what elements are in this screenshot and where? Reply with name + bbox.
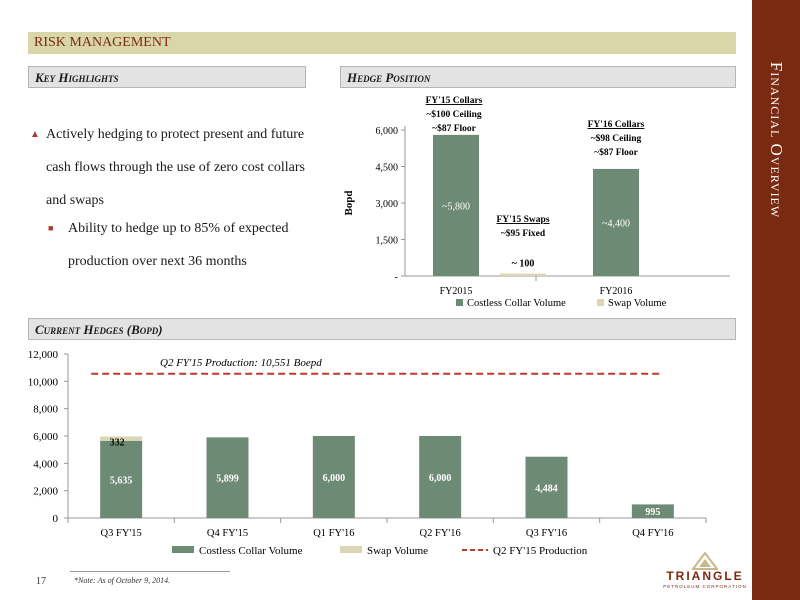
hedge-position-header: Hedge Position [340,66,736,88]
hedge-annotation-line: ~$87 Floor [594,147,639,158]
hedge-legend-swatch [597,299,604,306]
hedge-legend-label: Swap Volume [608,298,667,309]
current-collar-bar [206,437,249,518]
logo-text: TRIANGLE [666,569,744,583]
current-y-tick-label: 6,000 [33,431,58,443]
current-legend-swatch [340,546,362,553]
hedge-annotation-line: FY'15 Swaps [496,215,549,225]
current-collar-bar-label: 5,899 [216,474,239,485]
hedge-legend-swatch [456,299,463,306]
key-highlights-header: Key Highlights [28,66,306,88]
hedge-y-tick-label: 1,500 [376,236,399,247]
current-y-tick-label: 0 [53,513,59,525]
hedge-collar-bar-label: ~4,400 [602,218,630,229]
hedge-y-tick-label: 3,000 [376,199,399,210]
hedge-annotation-line: FY'16 Collars [588,120,645,130]
company-logo: TRIANGLE PETROLEUM CORPORATION [662,552,748,598]
current-collar-bar-label: 6,000 [429,473,452,484]
current-collar-bar [100,440,143,518]
triangle-logo-icon [692,552,718,570]
current-collar-bar [525,456,568,518]
current-collar-bar-label: 4,484 [535,483,558,494]
hedge-annotation-line: ~$100 Ceiling [426,109,482,120]
side-title: Financial Overview [752,0,800,600]
current-hedges-chart: 0 2,000 4,000 6,000 8,000 10,000 12,000 5,635 33… [28,349,707,557]
current-y-tick-label: 4,000 [33,458,58,470]
hedge-position-title: Hedge Position [347,70,431,85]
current-legend-label: Swap Volume [367,545,428,557]
hedge-x-tick-label: FY2016 [600,286,633,297]
current-legend-swatch [172,546,194,553]
current-x-tick-label: Q3 FY'15 [101,528,142,539]
hedge-collar-bar-label: ~5,800 [442,201,470,212]
current-hedges-title: Current Hedges (Bopd) [35,322,163,337]
hedge-collar-bar [433,134,479,276]
hedge-collar-bar [593,168,639,276]
current-y-tick-label: 2,000 [33,486,58,498]
hedge-annotation-line: FY'15 Collars [426,96,483,106]
current-hedges-header: Current Hedges (Bopd) [28,318,736,340]
bullet-text-1: Actively hedging to protect present and … [46,127,305,208]
current-x-tick-label: Q1 FY'16 [313,528,354,539]
hedge-y-axis-label: Bopd [343,190,355,215]
section-banner: RISK MANAGEMENT [28,32,736,54]
hedge-position-chart: - 1,500 3,000 4,500 6,000 Bopd ~5,800 ~4,400 ~ 1… [343,96,730,309]
current-collar-bar-label: 6,000 [323,473,346,484]
current-x-tick-label: Q4 FY'16 [632,528,673,539]
current-swap-bar-label: 332 [110,437,125,448]
current-collar-bar-label: 5,635 [110,475,133,486]
current-y-tick-label: 8,000 [33,404,58,416]
current-collar-bar [631,504,674,518]
footnote: *Note: As of October 9, 2014. [74,576,171,585]
hedge-legend-label: Costless Collar Volume [467,298,566,309]
current-legend-label: Costless Collar Volume [199,545,303,557]
current-collar-bar [419,436,462,518]
current-x-tick-label: Q3 FY'16 [526,528,567,539]
side-title-text: Financial Overview [767,61,786,219]
bullet-item-2: ■ Ability to hedge up to 85% of expected… [48,212,320,278]
square-bullet-icon: ■ [48,223,54,233]
key-highlights-title: Key Highlights [35,70,119,85]
production-reference-label: Q2 FY'15 Production: 10,551 Boepd [160,357,322,369]
triangle-bullet-icon: ▲ [30,129,40,140]
current-collar-bar-label: 995 [645,507,660,518]
logo-subtext: PETROLEUM CORPORATION [663,584,747,589]
hedge-y-tick-label: 6,000 [376,126,399,137]
page-number: 17 [36,576,46,587]
bullet-text-2: Ability to hedge up to 85% of expected p… [68,221,289,269]
footnote-divider [70,571,230,572]
hedge-x-tick-label: FY2015 [440,286,473,297]
hedge-swap-bar [500,273,546,276]
hedge-y-tick-label: - [395,272,398,283]
current-x-tick-label: Q2 FY'16 [420,528,461,539]
hedge-annotation-line: ~$87 Floor [432,123,477,134]
hedge-annotation-line: ~$98 Ceiling [591,133,642,144]
current-collar-bar [312,436,355,518]
side-bar [752,0,800,600]
hedge-swap-bar-label: ~ 100 [512,259,535,270]
current-x-tick-label: Q4 FY'15 [207,528,248,539]
current-legend-label: Q2 FY'15 Production [493,545,588,557]
hedge-annotation-line: ~$95 Fixed [501,228,546,239]
section-banner-text: RISK MANAGEMENT [34,35,171,50]
current-y-tick-label: 10,000 [28,376,59,388]
current-swap-bar [100,436,143,441]
hedge-y-tick-label: 4,500 [376,163,399,174]
current-y-tick-label: 12,000 [28,349,59,361]
bullet-item-1: ▲ Actively hedging to protect present an… [30,118,320,217]
